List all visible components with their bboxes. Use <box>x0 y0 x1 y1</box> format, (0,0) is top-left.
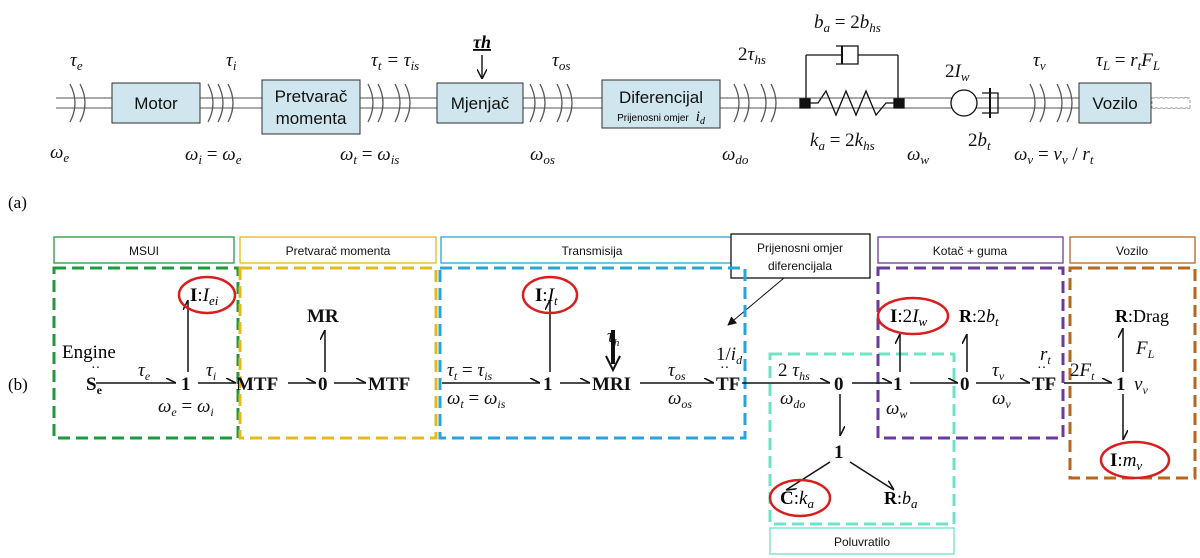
tf1-ratio: 1/id <box>716 344 743 367</box>
b-t-label: 2bt <box>968 130 991 153</box>
motor-label: Motor <box>134 94 178 113</box>
gearbox-label: Mjenjač <box>451 94 510 113</box>
k-a-label: ka = 2khs <box>810 130 875 153</box>
mtf-element-2: MTF <box>368 374 410 395</box>
engine-label: Engine <box>62 342 116 363</box>
w-t-top: ωt = ωis <box>340 144 399 167</box>
sig-v-v: vv <box>1134 374 1148 397</box>
w-w-top: ωw <box>907 144 929 167</box>
w-os-top: ωos <box>530 144 555 167</box>
w-v-top: ωv = vv / rt <box>1014 144 1094 167</box>
r-drag-element: R:Drag <box>1115 306 1169 326</box>
sig-tau-os: τos <box>668 360 686 383</box>
sig-w-eq: ωe = ωi <box>158 396 214 419</box>
group-headers <box>53 233 1196 555</box>
tf2-ratio: rt <box>1040 344 1051 367</box>
group-dashed-boxes <box>52 266 1197 526</box>
junction-0-shaft: 0 <box>834 374 844 395</box>
i-mv-element: I:mv <box>1110 450 1142 473</box>
sig-w-do: ωdo <box>780 388 805 411</box>
sig-f-L: FL <box>1135 338 1155 361</box>
junction-1-vehicle: 1 <box>1116 374 1126 395</box>
tau-t-top: τt = τis <box>371 50 419 73</box>
tau-os-top: τos <box>552 50 570 73</box>
i-t-element: I:It <box>535 285 558 308</box>
spring-damper <box>799 45 905 117</box>
sig-tau-i: τi <box>206 360 216 383</box>
junction-1-msui: 1 <box>181 374 191 395</box>
panel-label-a: (a) <box>8 193 27 212</box>
group-transmission-label: Transmisija <box>562 244 623 258</box>
junction-0-wheel: 0 <box>960 374 970 395</box>
vehicle-block: Vozilo <box>1078 82 1152 124</box>
w-e-top: ωe <box>50 142 69 165</box>
tau-e-top: τe <box>70 50 83 73</box>
wheel-inertia <box>950 88 999 118</box>
i-2iw-element: I:2Iw <box>890 306 928 329</box>
diff-ratio-label-2: diferencijala <box>768 259 832 273</box>
w-do-top: ωdo <box>722 144 749 167</box>
se-dots: ·· <box>91 361 100 376</box>
bonds <box>96 300 1123 490</box>
tf-element-2: TF <box>1032 374 1056 395</box>
panel-label-b: (b) <box>8 375 28 394</box>
junction-1-shaft: 1 <box>834 442 844 463</box>
tf-element-1: TF <box>716 374 740 395</box>
tau-v-top: τv <box>1033 50 1046 73</box>
highlight-ovals <box>177 275 1171 518</box>
sig-f-t2: 2Ft <box>1070 360 1095 383</box>
sig-tau-t-eq: τt = τis <box>447 360 493 383</box>
junction-1-wheel: 1 <box>893 374 903 395</box>
group-halfshaft-label: Poluvratilo <box>834 535 890 549</box>
r-2bt-element: R:2bt <box>959 306 999 329</box>
junction-0-conv: 0 <box>318 374 328 395</box>
w-i-top: ωi = ωe <box>185 144 242 167</box>
mr-element: MR <box>307 306 339 327</box>
differential-sublabel: Prijenosni omjer id <box>617 108 706 127</box>
tau-h-source <box>605 330 621 373</box>
differential-label: Diferencijal <box>619 88 703 107</box>
panel-b: MSUI Pretvarač momenta Transmisija Kotač… <box>8 233 1197 555</box>
tf2-dots: ·· <box>1037 361 1046 376</box>
junction-1-trans: 1 <box>543 374 553 395</box>
i-ei-element: I:Iei <box>190 285 219 308</box>
gearbox-block: Mjenjač <box>436 82 524 124</box>
group-wheel-label: Kotač + guma <box>933 244 1008 258</box>
sig-w-os: ωos <box>668 388 692 411</box>
mri-element: MRI <box>592 374 631 395</box>
group-converter-label: Pretvarač momenta <box>286 244 391 258</box>
sig-tau-hs2: 2 τhs <box>778 360 810 383</box>
b-a-label: ba = 2bhs <box>814 12 881 35</box>
panel-a: Motor Pretvarač momenta Mjenjač Diferenc… <box>8 12 1191 212</box>
tau-h-input: τh <box>473 32 491 78</box>
tau-h-label: τh <box>473 32 491 52</box>
sig-w-t-eq: ωt = ωis <box>447 388 506 411</box>
i-w-label: 2Iw <box>945 61 970 84</box>
tau-hs-top: 2τhs <box>738 44 766 67</box>
converter-label-1: Pretvarač <box>275 87 348 106</box>
se-element: Se <box>86 374 103 397</box>
rotation-arrows <box>69 83 1073 123</box>
tf1-dots: ·· <box>720 361 729 376</box>
sig-tau-h: τh <box>607 326 620 349</box>
diff-ratio-label-1: Prijenosni omjer <box>757 241 843 255</box>
c-ka-element: C:ka <box>780 488 814 511</box>
motor-block: Motor <box>111 82 201 124</box>
mtf-element-1: MTF <box>236 374 278 395</box>
r-ba-element: R:ba <box>884 488 918 511</box>
differential-block: Diferencijal Prijenosni omjer id <box>601 79 721 129</box>
group-vehicle-label: Vozilo <box>1116 244 1148 258</box>
converter-block: Pretvarač momenta <box>261 79 361 135</box>
sig-w-w: ωw <box>886 398 907 421</box>
tau-i-top: τi <box>226 50 237 73</box>
converter-label-2: momenta <box>276 109 347 128</box>
tau-L-top: τL = rtFL <box>1096 50 1160 73</box>
sig-tau-e: τe <box>138 360 151 383</box>
sig-tau-v: τv <box>992 360 1005 383</box>
group-msui-label: MSUI <box>129 244 159 258</box>
vehicle-label: Vozilo <box>1092 94 1137 113</box>
sig-w-v: ωv <box>992 388 1011 411</box>
